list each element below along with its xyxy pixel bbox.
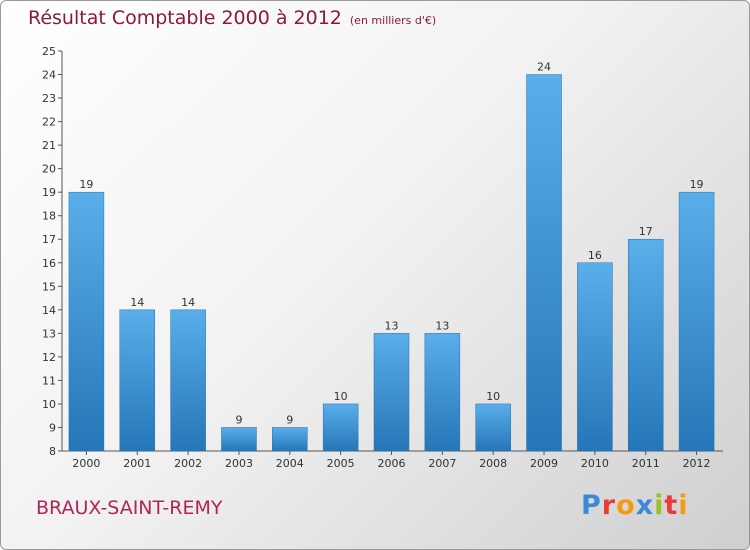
data-label: 13	[385, 319, 399, 332]
y-tick-label: 18	[42, 210, 56, 223]
logo-letter: i	[654, 490, 665, 521]
x-tick-label: 2000	[72, 457, 100, 470]
x-tick-label: 2008	[479, 457, 507, 470]
x-tick-label: 2012	[683, 457, 711, 470]
x-tick-label: 2009	[530, 457, 558, 470]
x-tick-label: 2001	[123, 457, 151, 470]
logo-letter: o	[616, 490, 636, 521]
y-tick-label: 23	[42, 92, 56, 105]
logo-letter: i	[678, 490, 689, 521]
bar-2010	[577, 262, 613, 452]
data-label: 9	[286, 413, 293, 426]
x-tick-label: 2007	[428, 457, 456, 470]
x-tick-label: 2011	[632, 457, 660, 470]
chart-title: Résultat Comptable 2000 à 2012 (en millie…	[28, 7, 436, 29]
bar-2000	[68, 191, 105, 452]
x-tick-label: 2002	[174, 457, 202, 470]
y-tick-label: 13	[42, 327, 56, 340]
data-label: 9	[235, 413, 242, 426]
logo-letter: r	[601, 490, 617, 521]
bar-2003	[221, 427, 257, 452]
logo-letter: x	[635, 490, 655, 521]
chart-title-text: Résultat Comptable 2000 à 2012	[28, 7, 342, 29]
y-tick-label: 10	[42, 398, 56, 411]
logo-letter: P	[581, 490, 602, 521]
proxiti-logo: Proxiti	[581, 490, 689, 521]
y-tick-label: 11	[42, 374, 56, 387]
data-label: 10	[334, 390, 348, 403]
x-tick-label: 2004	[276, 457, 304, 470]
y-tick-label: 21	[42, 139, 56, 152]
x-tick-label: 2003	[225, 457, 253, 470]
logo-letter: t	[664, 490, 679, 521]
bar-2009	[526, 74, 562, 452]
y-tick-label: 16	[42, 257, 56, 270]
y-tick-label: 19	[42, 186, 56, 199]
bar-2005	[322, 403, 359, 452]
data-label: 19	[690, 178, 704, 191]
y-tick-label: 17	[42, 233, 56, 246]
bar-2008	[475, 403, 511, 452]
data-label: 14	[130, 296, 144, 309]
data-label: 10	[486, 390, 500, 403]
x-tick-label: 2005	[327, 457, 355, 470]
data-label: 24	[537, 61, 551, 74]
data-label: 13	[435, 319, 449, 332]
bar-2002	[170, 309, 206, 452]
data-label: 19	[79, 178, 93, 191]
bar-2001	[119, 309, 156, 452]
bar-2006	[373, 333, 410, 452]
bar-2012	[678, 191, 715, 452]
commune-name: BRAUX-SAINT-REMY	[36, 497, 223, 519]
x-tick-label: 2010	[581, 457, 609, 470]
y-tick-label: 14	[42, 304, 56, 317]
x-tick-label: 2006	[378, 457, 406, 470]
data-label: 14	[181, 296, 195, 309]
y-tick-label: 8	[49, 445, 56, 458]
bar-2004	[272, 427, 308, 452]
bar-2007	[424, 333, 461, 452]
y-tick-label: 15	[42, 280, 56, 293]
y-tick-label: 22	[42, 116, 56, 129]
y-tick-label: 12	[42, 351, 56, 364]
y-tick-label: 24	[42, 69, 56, 82]
data-label: 16	[588, 249, 602, 262]
data-label: 17	[639, 225, 653, 238]
chart-subtitle: (en milliers d'€)	[349, 14, 437, 27]
y-tick-label: 9	[49, 421, 56, 434]
bar-2011	[627, 238, 664, 452]
y-tick-label: 25	[42, 45, 56, 58]
y-tick-label: 20	[42, 163, 56, 176]
